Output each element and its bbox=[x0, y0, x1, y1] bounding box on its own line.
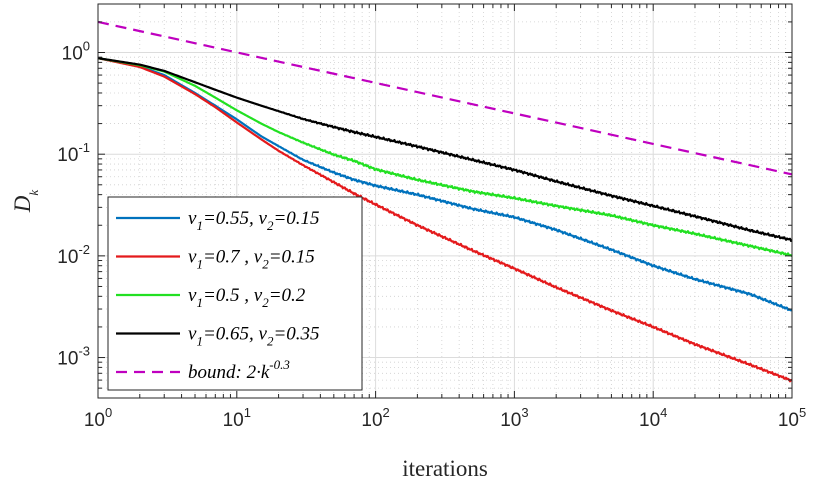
x-tick-label: 100 bbox=[84, 405, 112, 431]
axes-frame bbox=[97, 3, 793, 399]
x-tick-label: 104 bbox=[639, 405, 667, 431]
x-axis-label: iterations bbox=[402, 456, 488, 481]
legend-label-1: ν1=0.55, ν2=0.15 bbox=[188, 208, 320, 233]
y-axis-label: Dk bbox=[10, 190, 41, 214]
y-tick-label: 10-3 bbox=[57, 344, 90, 370]
x-tick-label: 101 bbox=[223, 405, 251, 431]
y-tick-label: 100 bbox=[62, 39, 90, 65]
tick-labels: 100 101 102 103 104 105 10-3 10-2 10-1 100 bbox=[57, 39, 806, 431]
legend-label-3: ν1=0.5 , ν2=0.2 bbox=[188, 285, 306, 310]
legend-label-5: bound: 2·k-0.3 bbox=[188, 357, 290, 383]
legend: ν1=0.55, ν2=0.15 ν1=0.7 , ν2=0.15 ν1=0.5 ,… bbox=[107, 196, 363, 391]
x-tick-label: 102 bbox=[361, 405, 389, 431]
series-line-3 bbox=[98, 57, 792, 257]
x-tick-label: 103 bbox=[500, 405, 528, 431]
legend-label-4: ν1=0.65, ν2=0.35 bbox=[188, 324, 320, 349]
series-line-1 bbox=[98, 57, 792, 312]
x-tick-label: 105 bbox=[778, 405, 806, 431]
series-line-4 bbox=[98, 57, 792, 243]
y-tick-label: 10-2 bbox=[57, 242, 90, 268]
series-line-5 bbox=[98, 20, 792, 176]
series-line-2 bbox=[98, 57, 792, 383]
legend-box bbox=[107, 196, 363, 391]
axis-ticks bbox=[97, 3, 793, 399]
legend-label-2: ν1=0.7 , ν2=0.15 bbox=[188, 247, 315, 272]
y-tick-label: 10-1 bbox=[57, 140, 90, 166]
series-layer bbox=[98, 20, 792, 383]
